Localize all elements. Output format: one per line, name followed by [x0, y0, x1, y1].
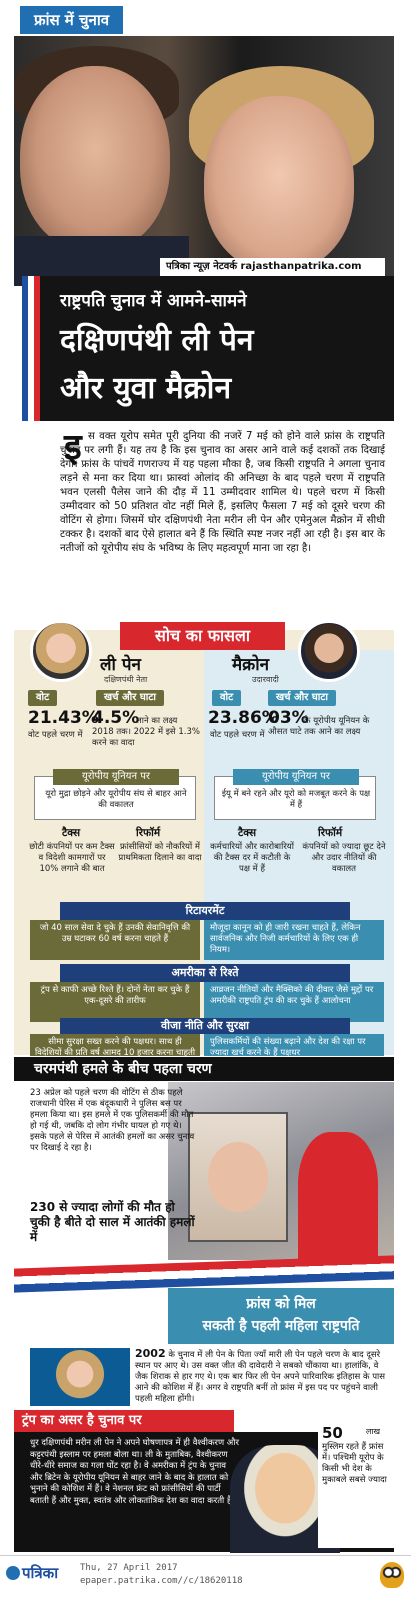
attack-stat: 230 से ज्यादा लोगों की मौत हो चुकी है बी…	[30, 1200, 195, 1244]
headline-kicker: राष्ट्रपति चुनाव में आमने-सामने	[60, 291, 247, 311]
macron-vote-value: 23.86%	[208, 708, 279, 728]
lepen-reform-head: रिफॉर्म	[136, 827, 161, 839]
macron-reform-text: कंपनियों को ज्यादा छूट देने और उदार नीति…	[302, 842, 386, 874]
trump-section-title: ट्रंप का असर है चुनाव पर	[14, 1410, 234, 1432]
drop-cap: इ	[64, 427, 82, 468]
muslim-stat-unit: लाख	[366, 1427, 381, 1436]
lepen-vote-label: वोट	[28, 690, 58, 706]
macron-tax-text: कर्मचारियों और कारोबारियों की टैक्स दर म…	[210, 842, 294, 874]
row-right-us-relations: आव्रजन नीतियों और मैक्सिको की दीवार जैसे…	[204, 982, 384, 1022]
macron-deficit-desc: के यूरोपीय यूनियन के औसत घाटे तक आने का …	[268, 716, 370, 737]
lepen-vote-desc: वोट पहले चरण में	[28, 730, 83, 740]
lepen-eu-box: यूरोपीय यूनियन पर यूरो मुद्रा छोड़ने और …	[34, 769, 196, 820]
first-woman-banner: फ्रांस को मिल सकती है पहली महिला राष्ट्र…	[168, 1288, 394, 1344]
lepen-eu-text: यूरो मुद्रा छोड़ने और यूरोपीय संघ से बाह…	[45, 789, 187, 810]
candidates-photo	[14, 36, 394, 286]
row-left-retirement: जो 40 साल सेवा दे चुके हैं उनकी सेवानिवृ…	[30, 920, 200, 960]
headline-line-1: दक्षिणपंथी ली पेन	[60, 323, 254, 358]
first-woman-line-1: फ्रांस को मिल	[246, 1296, 316, 1312]
lepen-tax-text: छोटी कंपनियों पर कम टैक्स व विदेशी कामगा…	[29, 842, 115, 874]
headline-block	[40, 276, 394, 421]
macron-eu-text: ईयू में बने रहने और यूरो को मजबूत करने क…	[221, 789, 371, 810]
footer-url[interactable]: epaper.patrika.com//c/18620118	[80, 1576, 243, 1586]
macron-vote-desc: वोट पहले चरण में	[210, 730, 265, 740]
poster-worker	[298, 1132, 378, 1260]
lepen-deficit-label: खर्च और घाटा	[96, 690, 164, 706]
macron-reform-head: रिफॉर्म	[318, 827, 343, 839]
muslim-stat-text: मुस्लिम रहते हैं फ्रांस में। पश्चिमी यूर…	[322, 1442, 387, 1485]
macron-vote-label: वोट	[212, 690, 242, 706]
macron-face	[20, 66, 170, 251]
poster-face	[208, 1142, 268, 1212]
lepen-deficit-desc: लाने का लक्ष्य 2018 तक। 2022 में इसे 1.3…	[92, 716, 200, 748]
row-right-retirement: मौजूदा कानून को ही जारी रखना चाहते हैं, …	[204, 920, 384, 960]
row-head-visa-security: वीजा नीति और सुरक्षा	[60, 1018, 350, 1034]
macron-tax-head: टैक्स	[238, 827, 257, 839]
footer-date: Thu, 27 April 2017	[80, 1563, 178, 1573]
lepen-tax-head: टैक्स	[62, 827, 81, 839]
macron-deficit-label: खर्च और घाटा	[268, 690, 336, 706]
french-flag-stripe	[22, 276, 40, 421]
first-woman-line-2: सकती है पहली महिला राष्ट्रपति	[202, 1318, 360, 1334]
row-head-retirement: रिटायरमेंट	[60, 902, 350, 920]
history-year: 2002	[135, 1347, 166, 1360]
history-body: के चुनाव में ली पेन के पिता ज्याँ मारी ल…	[135, 1350, 385, 1404]
owl-icon[interactable]	[380, 1562, 404, 1588]
macron-deficit-value: 03%	[268, 708, 309, 728]
macron-name: मैक्रोन	[232, 655, 270, 675]
attack-text: 23 अप्रेल को पहले चरण की वोटिंग से ठीक प…	[30, 1088, 195, 1153]
lepen-face	[204, 96, 354, 271]
lepen-reform-text: फ्रांसीसियों को नौकरियों में प्राथमिकता …	[118, 842, 202, 863]
muslim-stat-box: 50 लाख मुस्लिम रहते हैं फ्रांस में। पश्च…	[318, 1420, 394, 1548]
footer-brand[interactable]: पत्रिका	[22, 1564, 59, 1582]
lepen-name: ली पेन	[100, 655, 141, 675]
macron-party: उदारवादी	[252, 675, 279, 684]
row-left-visa-security: सीमा सुरक्षा सख्त करने की पक्षधर। साथ ही…	[30, 1034, 200, 1069]
macron-eu-head: यूरोपीय यूनियन पर	[233, 769, 359, 785]
section-tag: फ्रांस में चुनाव	[20, 6, 124, 34]
lepen-avatar	[30, 620, 92, 682]
row-head-us-relations: अमरीका से रिश्ते	[60, 964, 350, 982]
lepen-party: दक्षिणपंथी नेता	[104, 675, 148, 684]
macron-avatar	[298, 620, 360, 682]
intro-paragraph: स वक्त यूरोप समेत पूरी दुनिया की नजरें 7…	[60, 431, 385, 554]
macron-eu-box: यूरोपीय यूनियन पर ईयू में बने रहने और यू…	[214, 769, 376, 820]
lepen-vote-value: 21.43%	[28, 708, 99, 728]
patrika-logo-icon	[6, 1566, 20, 1580]
trump-text: धुर दक्षिणपंथी मरीन ली पेन ने अपने घोषणा…	[30, 1438, 239, 1506]
row-left-us-relations: ट्रंप से काफी अच्छे रिश्ते हैं। दोनों ने…	[30, 982, 200, 1022]
row-right-visa-security: पुलिसकर्मियों की संख्या बढ़ाने और देश की…	[204, 1034, 384, 1058]
lepen-deficit-value: 4.5%	[92, 708, 140, 728]
attack-section-title: चरमपंथी हमले के बीच पहला चरण	[14, 1057, 394, 1081]
footer: पत्रिका Thu, 27 April 2017 epaper.patrik…	[0, 1555, 411, 1600]
campaign-poster-photo	[168, 1082, 394, 1260]
lepen-small-photo	[30, 1348, 130, 1406]
muslim-stat-number: 50	[322, 1424, 343, 1442]
lepen-eu-head: यूरोपीय यूनियन पर	[53, 769, 179, 785]
headline-line-2: और युवा मैक्रोन	[60, 371, 232, 406]
photo-credit: पत्रिका न्यूज़ नेटवर्क rajasthanpatrika.…	[160, 258, 385, 276]
history-text: 2002 के चुनाव में ली पेन के पिता ज्याँ म…	[135, 1348, 390, 1405]
comparison-title: सोच का फासला	[120, 622, 285, 650]
